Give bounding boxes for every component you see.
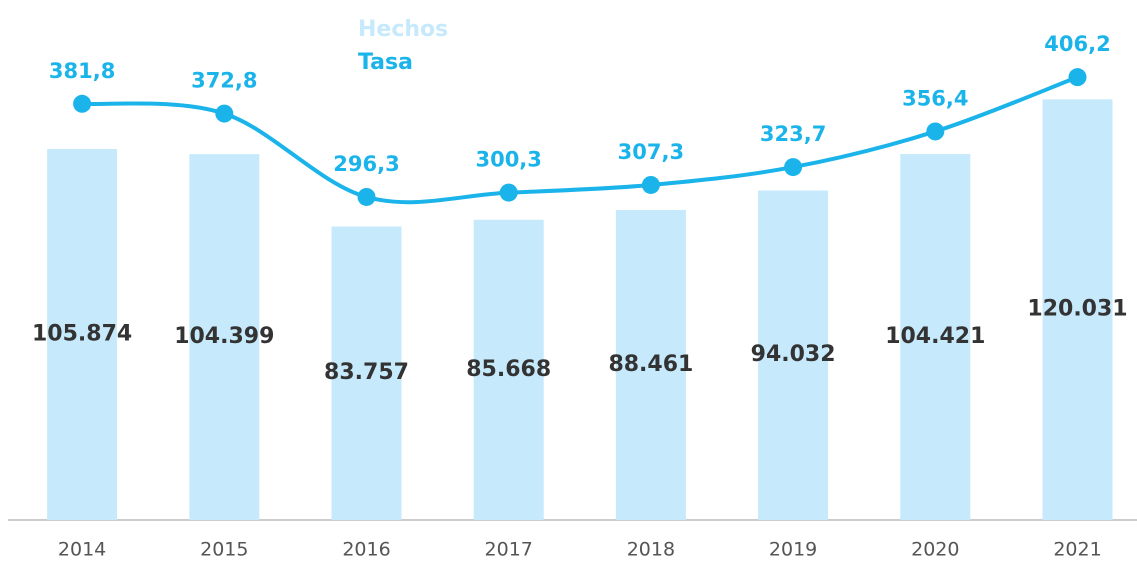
x-tick-label: 2020 xyxy=(911,539,959,561)
line-point xyxy=(499,183,518,202)
bar-value-label: 104.399 xyxy=(174,324,274,349)
line-point xyxy=(926,122,945,141)
legend-label: Hechos xyxy=(358,17,448,42)
line-value-label: 356,4 xyxy=(902,86,968,110)
x-tick-label: 2018 xyxy=(627,539,675,561)
line-value-label: 372,8 xyxy=(191,69,257,93)
x-tick-label: 2016 xyxy=(342,539,390,561)
bar xyxy=(189,154,260,521)
x-tick-label: 2021 xyxy=(1053,539,1101,561)
line-point xyxy=(784,158,803,177)
bar-value-label: 85.668 xyxy=(466,357,551,382)
bar xyxy=(758,190,829,521)
line-value-label: 406,2 xyxy=(1044,32,1110,56)
bar xyxy=(47,148,118,521)
line-value-label: 323,7 xyxy=(760,122,826,146)
x-tick-label: 2015 xyxy=(200,539,248,561)
x-tick-label: 2019 xyxy=(769,539,817,561)
bar xyxy=(473,219,544,520)
line-point xyxy=(641,175,660,194)
legend-label: Tasa xyxy=(358,50,413,75)
bar-value-label: 104.421 xyxy=(885,324,985,349)
bar xyxy=(331,226,402,520)
bar-value-label: 94.032 xyxy=(751,342,836,367)
x-tick-label: 2014 xyxy=(58,539,106,561)
bar xyxy=(900,154,971,520)
bar xyxy=(1042,99,1113,521)
bar xyxy=(615,210,686,520)
line-point xyxy=(73,94,92,113)
line-point xyxy=(357,187,376,206)
line-value-label: 300,3 xyxy=(475,148,541,172)
line-point xyxy=(215,104,234,123)
bar-value-label: 88.461 xyxy=(608,352,693,377)
line-value-label: 296,3 xyxy=(333,152,399,176)
line-value-label: 307,3 xyxy=(618,140,684,164)
bar-value-label: 120.031 xyxy=(1027,297,1127,322)
x-tick-label: 2017 xyxy=(485,539,533,561)
line-point xyxy=(1068,68,1087,87)
bar-value-label: 83.757 xyxy=(324,360,409,385)
line-value-label: 381,8 xyxy=(49,59,115,83)
bar-value-label: 105.874 xyxy=(32,321,132,346)
line xyxy=(81,75,1079,205)
